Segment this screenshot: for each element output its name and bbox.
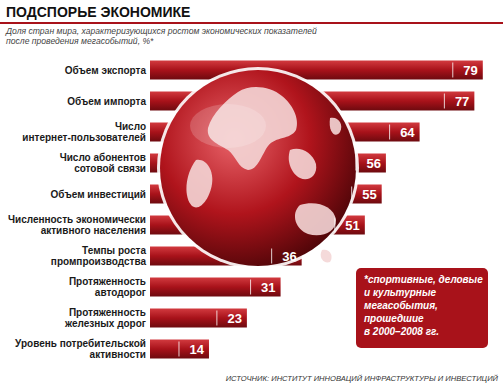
globe bbox=[157, 67, 359, 269]
globe-land bbox=[289, 149, 317, 179]
title: ПОДСПОРЬЕ ЭКОНОМИКЕ bbox=[6, 4, 190, 20]
data-label: 77 bbox=[455, 94, 469, 109]
data-label: 64 bbox=[400, 125, 415, 140]
category-label: Численность экономическиактивного населе… bbox=[8, 214, 146, 236]
data-label: 51 bbox=[345, 218, 359, 233]
label-divider bbox=[389, 125, 390, 140]
category-label: Объем инвестиций bbox=[51, 189, 146, 200]
label-divider bbox=[452, 63, 453, 78]
data-label: 23 bbox=[227, 311, 241, 326]
bar bbox=[150, 278, 281, 297]
category-label: Уровень потребительскойактивности bbox=[15, 338, 146, 360]
background bbox=[0, 0, 503, 386]
category-label: Протяженностьавтодорог bbox=[69, 276, 146, 298]
globe-highlight bbox=[190, 104, 266, 148]
data-label: 56 bbox=[366, 156, 380, 171]
category-label: Объем экспорта bbox=[65, 65, 147, 76]
category-label: Объем импорта bbox=[67, 96, 146, 107]
bar bbox=[150, 340, 209, 359]
globe-land bbox=[186, 160, 212, 208]
data-label: 79 bbox=[463, 63, 477, 78]
label-divider bbox=[444, 94, 445, 109]
source: ИСТОЧНИК: ИНСТИТУТ ИННОВАЦИЙ ИНФРАСТРУКТ… bbox=[226, 374, 499, 383]
data-label: 55 bbox=[362, 187, 376, 202]
label-divider bbox=[178, 342, 179, 357]
category-label: Числоинтернет-пользователей bbox=[22, 121, 146, 143]
category-label: Темпы ростапромпроизводства bbox=[51, 245, 147, 267]
data-label: 31 bbox=[261, 280, 275, 295]
data-label: 36 bbox=[282, 249, 296, 264]
globe-halo bbox=[157, 67, 359, 269]
chart: ПОДСПОРЬЕ ЭКОНОМИКЕ Доля стран мира, хара… bbox=[0, 0, 503, 386]
globe-land bbox=[330, 118, 342, 135]
label-divider bbox=[351, 187, 352, 202]
globe-land bbox=[321, 250, 332, 263]
subtitle: Доля стран мира, характеризующихся росто… bbox=[5, 26, 317, 46]
note-box bbox=[356, 268, 488, 348]
category-label: Число абонентовсотовой связи bbox=[60, 152, 146, 174]
note: *спортивные, деловыеи культурныемегасобы… bbox=[364, 274, 483, 337]
label-divider bbox=[250, 280, 251, 295]
title-rule bbox=[0, 22, 503, 24]
label-divider bbox=[334, 218, 335, 233]
globe-land bbox=[295, 203, 336, 235]
label-divider bbox=[271, 249, 272, 264]
category-label: Протяженностьжелезных дорог bbox=[64, 307, 146, 329]
data-label: 14 bbox=[190, 342, 205, 357]
bar bbox=[150, 61, 483, 80]
globe-sphere bbox=[160, 70, 356, 266]
label-divider bbox=[216, 311, 217, 326]
bar bbox=[150, 309, 247, 328]
label-divider bbox=[355, 156, 356, 171]
